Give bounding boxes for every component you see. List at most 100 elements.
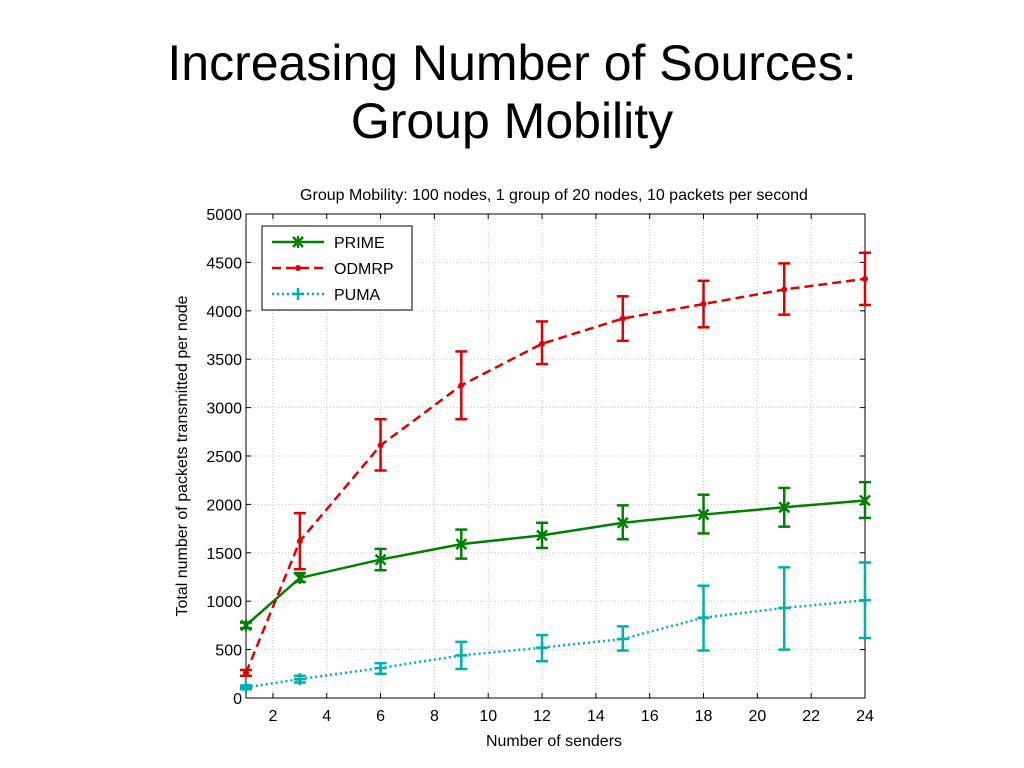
y-tick-label: 4000 [206, 304, 242, 321]
plus-marker [536, 641, 549, 654]
x-tick-label: 20 [748, 708, 766, 725]
data-point [458, 382, 465, 389]
x-marker [293, 571, 306, 584]
series-prime [240, 480, 871, 632]
data-point [377, 442, 384, 449]
data-point [619, 315, 626, 322]
series-odmrp [240, 251, 871, 677]
y-tick-label: 2000 [206, 497, 242, 514]
series-line [245, 598, 866, 689]
x-tick-label: 14 [587, 708, 605, 725]
x-marker [374, 553, 387, 566]
series-group [240, 251, 871, 694]
x-tick-label: 24 [856, 708, 874, 725]
legend-item-puma: PUMA [272, 287, 381, 304]
data-point [296, 538, 303, 545]
plus-marker [293, 673, 306, 686]
y-tick-label: 5000 [206, 207, 242, 224]
y-tick-label: 3000 [206, 401, 242, 418]
x-tick-label: 8 [430, 708, 439, 725]
data-point [536, 641, 549, 654]
x-tick-label: 10 [479, 708, 497, 725]
data-point [859, 594, 871, 607]
x-marker [240, 619, 252, 632]
plus-marker [292, 288, 304, 300]
data-point [374, 553, 387, 566]
data-point [293, 673, 306, 686]
data-point [616, 632, 629, 645]
y-tick-label: 0 [233, 691, 242, 708]
data-point [539, 340, 546, 347]
y-tick-label: 1000 [206, 594, 242, 611]
legend-label: PUMA [334, 287, 381, 304]
plus-marker [455, 649, 468, 662]
x-marker [455, 538, 468, 551]
data-point [536, 529, 548, 542]
data-point [862, 275, 868, 282]
x-tick-label: 18 [695, 708, 713, 725]
data-point [859, 494, 871, 507]
data-point [455, 649, 468, 662]
dot-marker [539, 340, 546, 347]
dot-marker [243, 669, 249, 676]
data-point [781, 286, 788, 293]
legend-label: ODMRP [334, 261, 394, 278]
dot-marker [781, 286, 788, 293]
plus-marker [778, 601, 791, 614]
data-point [778, 601, 791, 614]
data-point [697, 508, 710, 521]
data-point [455, 538, 468, 551]
data-point [293, 571, 306, 584]
plus-marker [697, 611, 710, 624]
dot-marker [862, 275, 868, 282]
dot-marker [619, 315, 626, 322]
y-axis-label: Total number of packets transmitted per … [174, 295, 191, 616]
legend-item-prime: PRIME [272, 235, 385, 252]
y-tick-label: 1500 [206, 546, 242, 563]
x-tick-label: 12 [533, 708, 551, 725]
x-marker [292, 236, 304, 248]
dot-marker [377, 442, 384, 449]
data-point [240, 681, 252, 694]
data-point [697, 611, 710, 624]
x-marker [859, 494, 871, 507]
x-marker [616, 516, 629, 529]
data-point [700, 301, 707, 308]
slide-title-line-1: Increasing Number of Sources: [167, 35, 857, 91]
series-puma [240, 561, 871, 694]
data-point [616, 516, 629, 529]
x-axis-label: Number of senders [486, 733, 622, 750]
data-point [240, 619, 252, 632]
x-tick-label: 6 [376, 708, 385, 725]
y-tick-label: 500 [215, 643, 242, 660]
series-line [244, 277, 866, 674]
dot-marker [458, 382, 465, 389]
data-point [778, 501, 791, 514]
dot-marker [296, 538, 303, 545]
dot-marker [295, 265, 301, 271]
slide-title: Increasing Number of Sources: Group Mobi… [0, 34, 1024, 150]
plus-marker [616, 632, 629, 645]
y-tick-label: 4500 [206, 255, 242, 272]
legend-item-odmrp: ODMRP [272, 261, 394, 278]
x-marker [697, 508, 710, 521]
y-tick-label: 2500 [206, 449, 242, 466]
legend: PRIME ODMRP PUMA [261, 225, 413, 311]
x-tick-label: 4 [322, 708, 331, 725]
y-tick-label: 3500 [206, 352, 242, 369]
plus-marker [374, 661, 387, 674]
x-tick-label: 22 [802, 708, 820, 725]
axes: 2 4 6 8 10 12 14 16 18 20 22 2405001000150020002500… [206, 207, 874, 725]
x-tick-label: 16 [641, 708, 659, 725]
chart-title: Group Mobility: 100 nodes, 1 group of 20… [300, 187, 808, 204]
x-marker [778, 501, 791, 514]
dot-marker [700, 301, 707, 308]
x-tick-label: 2 [268, 708, 277, 725]
plus-marker [859, 594, 871, 607]
data-point [243, 669, 249, 676]
legend-label: PRIME [334, 235, 385, 252]
data-point [374, 661, 387, 674]
slide-title-line-2: Group Mobility [350, 93, 674, 149]
